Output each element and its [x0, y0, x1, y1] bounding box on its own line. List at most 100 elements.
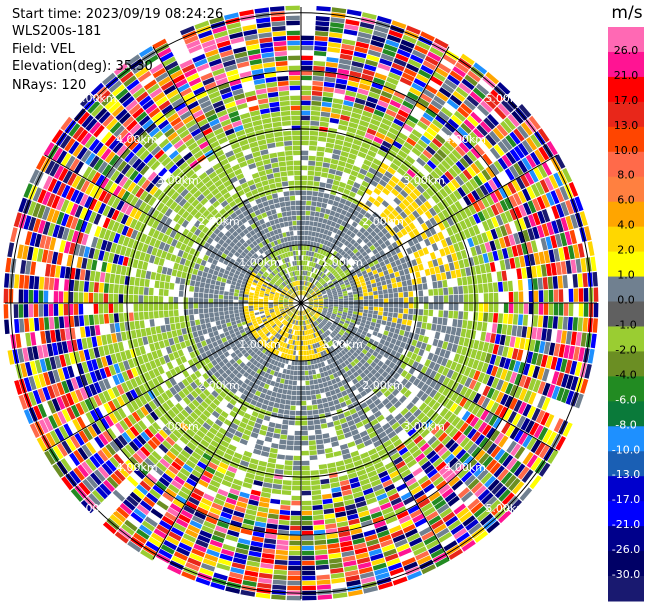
gate [528, 115, 541, 130]
gate [225, 318, 231, 323]
gate [33, 290, 39, 303]
gate [362, 260, 368, 267]
gate [572, 317, 578, 331]
gate [352, 263, 358, 269]
gate [289, 410, 296, 416]
gate [340, 283, 346, 288]
gate [396, 214, 404, 222]
gate [476, 274, 483, 284]
gate [376, 195, 384, 204]
gate [557, 275, 563, 289]
gate [310, 385, 315, 390]
gate [114, 274, 121, 284]
gate [311, 399, 317, 405]
gate [312, 295, 318, 299]
gate [320, 423, 328, 429]
gate [346, 229, 353, 236]
gate [424, 55, 439, 66]
gate [278, 519, 290, 526]
gate [305, 385, 311, 391]
gate [413, 347, 420, 355]
gate [313, 419, 321, 425]
gate [378, 298, 384, 303]
gate [109, 323, 116, 334]
gate [438, 288, 444, 296]
gate [194, 281, 201, 287]
gate [517, 231, 526, 244]
gate [452, 66, 466, 78]
gate [337, 289, 342, 293]
gate [215, 320, 221, 326]
gate [440, 145, 451, 156]
gate [348, 153, 357, 160]
gate [301, 100, 311, 106]
gate [313, 301, 319, 303]
gate [158, 310, 164, 318]
gate [307, 420, 314, 426]
gate [157, 333, 163, 342]
gate [286, 440, 294, 446]
gate [383, 113, 395, 122]
gate [341, 316, 347, 320]
gate [209, 312, 215, 318]
gate [290, 510, 301, 516]
gate [543, 303, 549, 315]
gate [440, 174, 450, 185]
gate [389, 327, 396, 333]
gate [393, 58, 407, 67]
gate [96, 335, 103, 347]
gate [311, 196, 318, 202]
gate [475, 245, 482, 255]
gate [497, 345, 504, 356]
gate [281, 394, 287, 400]
gate [301, 440, 309, 446]
gate [391, 209, 399, 217]
gate [289, 540, 301, 546]
gate [365, 219, 373, 227]
gate [536, 225, 545, 238]
gate [5, 257, 12, 273]
gate [422, 315, 428, 323]
gate [308, 305, 313, 308]
gate [448, 262, 455, 271]
gate [53, 291, 59, 303]
gate [371, 35, 386, 43]
gate [421, 322, 427, 329]
gate [417, 315, 423, 322]
gate [292, 355, 296, 361]
gate [301, 370, 305, 376]
gate [320, 260, 325, 266]
gate [338, 298, 344, 301]
gate [98, 314, 105, 325]
gate [326, 178, 334, 185]
gate [375, 277, 381, 283]
gate [525, 137, 538, 151]
gate [268, 508, 280, 515]
gate [248, 295, 254, 298]
gate [305, 281, 308, 286]
gate [433, 303, 439, 310]
gate [358, 303, 364, 306]
gate [486, 364, 494, 375]
gate [340, 264, 346, 270]
gate [180, 278, 186, 285]
gate [402, 286, 408, 292]
gate [462, 195, 472, 206]
gate [327, 311, 332, 315]
gate [494, 334, 501, 345]
gate [518, 303, 524, 314]
gate [218, 299, 224, 303]
gate [390, 145, 400, 154]
gate [458, 336, 465, 346]
gate [489, 354, 497, 365]
gate [342, 38, 356, 46]
gate [427, 103, 440, 114]
gate [308, 425, 315, 431]
gate [405, 119, 416, 129]
gate [55, 329, 61, 342]
gate [373, 294, 379, 299]
gate [466, 166, 477, 178]
gate [451, 343, 458, 353]
gate [500, 212, 509, 224]
gate [307, 170, 315, 176]
